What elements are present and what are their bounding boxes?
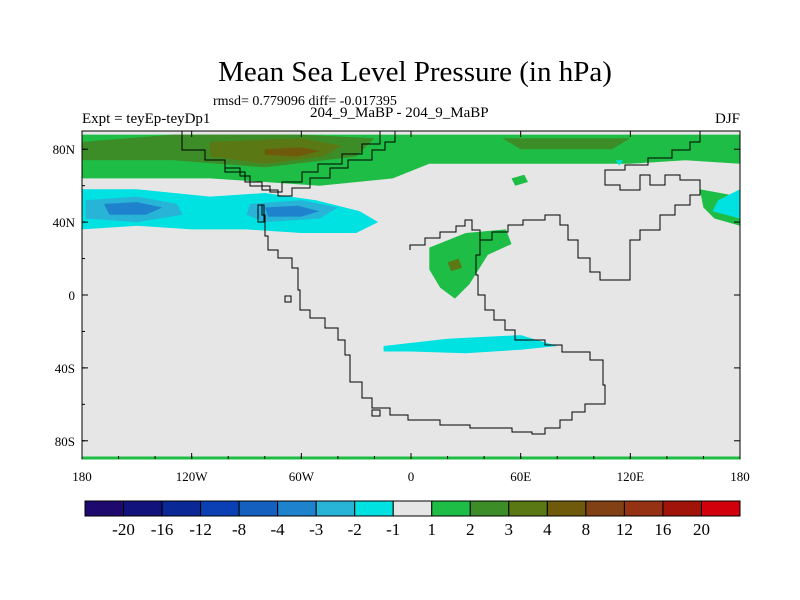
colorbar-swatch <box>546 500 587 517</box>
contour-region-8 <box>447 258 463 272</box>
colorbar: -20 -16 -12 -8 -4 -3 -2 -1 1 2 3 4 8 12 16 20 <box>84 500 741 539</box>
colorbar-label: -1 <box>386 520 400 539</box>
colorbar-swatch <box>161 500 202 517</box>
island-b <box>284 295 292 303</box>
y-tick-label: 0 <box>69 288 76 303</box>
season-label: DJF <box>714 111 740 127</box>
contour-region-15 <box>103 202 163 215</box>
coastline-gondwana <box>261 131 701 435</box>
colorbar-swatch <box>623 500 664 517</box>
contour-region-16 <box>264 205 320 217</box>
colorbar-swatch <box>431 500 471 517</box>
axis-ticks: 180 120W 60W 0 60E 120E 180 80N 40N 0 40S 80S <box>53 131 750 484</box>
y-tick-label: 40S <box>55 361 75 376</box>
contour-region-3 <box>511 174 528 186</box>
colorbar-label: 20 <box>693 520 710 539</box>
x-tick-label: 120E <box>617 469 645 484</box>
contour-region-5 <box>502 138 631 150</box>
colorbar-label: 2 <box>466 520 475 539</box>
colorbar-label: 8 <box>582 520 591 539</box>
colorbar-label: -12 <box>189 520 212 539</box>
colorbar-swatch <box>277 500 317 517</box>
colorbar-label: 4 <box>543 520 552 539</box>
colorbar-label: -3 <box>309 520 323 539</box>
x-tick-label: 120W <box>176 469 209 484</box>
x-tick-label: 180 <box>730 469 750 484</box>
stats-line: rmsd= 0.779096 diff= -0.017395 <box>213 94 397 109</box>
colorbar-label: 12 <box>616 520 633 539</box>
contour-region-2 <box>429 229 512 299</box>
contour-region-7 <box>264 147 320 157</box>
plot-background <box>82 131 740 459</box>
colorbar-swatch <box>315 500 356 517</box>
colorbar-swatch <box>662 500 702 517</box>
period-label: 204_9_MaBP - 204_9_MaBP <box>310 105 489 121</box>
colorbar-swatch <box>585 500 625 517</box>
contour-region-12 <box>615 160 623 166</box>
colorbar-label: 16 <box>654 520 671 539</box>
x-tick-label: 0 <box>408 469 415 484</box>
colorbar-label: 1 <box>428 520 437 539</box>
contour-region-11 <box>712 189 740 219</box>
colorbar-label: -4 <box>271 520 286 539</box>
colorbar-label: -2 <box>348 520 362 539</box>
x-tick-label: 60W <box>289 469 315 484</box>
y-tick-label: 80N <box>53 142 76 157</box>
coastline-mediterranean <box>409 219 481 250</box>
experiment-label: Expt = teyEp-teyDp1 <box>82 111 211 127</box>
contour-region-10 <box>383 335 558 354</box>
island-c <box>371 409 381 417</box>
colorbar-swatch <box>354 500 394 517</box>
colorbar-label: -8 <box>232 520 246 539</box>
colorbar-swatch <box>123 500 163 517</box>
colorbar-swatch <box>84 500 125 517</box>
colorbar-swatch <box>508 500 548 517</box>
y-tick-label: 40N <box>53 215 76 230</box>
y-tick-label: 80S <box>55 434 75 449</box>
chart-title: Mean Sea Level Pressure (in hPa) <box>218 56 612 88</box>
x-tick-label: 180 <box>72 469 92 484</box>
island-a <box>257 204 265 223</box>
colorbar-swatch <box>238 500 279 517</box>
coastline-north <box>224 131 381 193</box>
colorbar-label: -20 <box>112 520 135 539</box>
colorbar-swatch <box>700 500 741 517</box>
contour-fills <box>82 134 740 354</box>
colorbar-swatch <box>200 500 240 517</box>
coastline <box>181 131 701 435</box>
colorbar-swatch <box>469 500 510 517</box>
x-tick-label: 60E <box>510 469 531 484</box>
colorbar-label: -16 <box>151 520 174 539</box>
colorbar-label: 3 <box>505 520 514 539</box>
colorbar-swatch <box>392 500 433 517</box>
